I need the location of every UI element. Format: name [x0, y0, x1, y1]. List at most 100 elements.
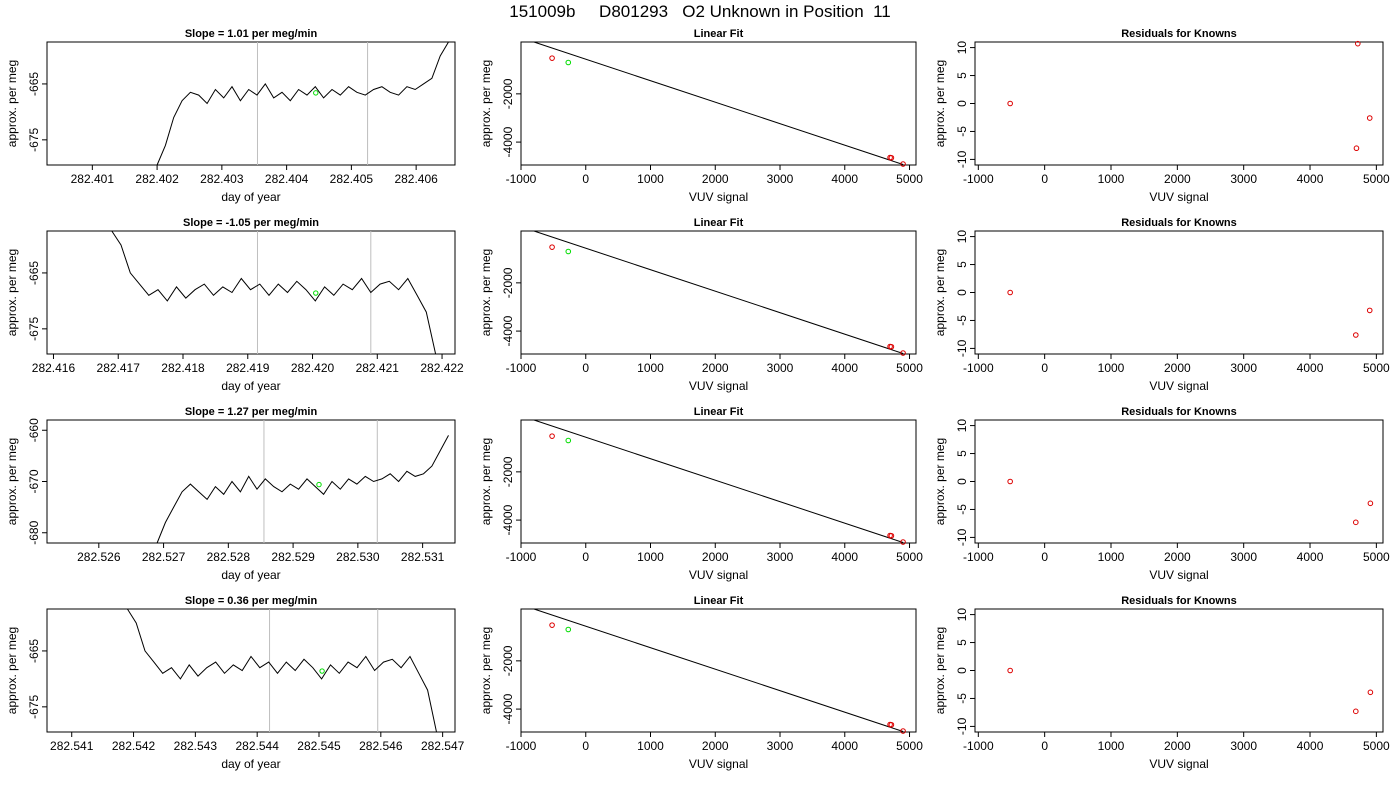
known-point	[888, 721, 895, 728]
x-tick-label: 5000	[1363, 361, 1390, 375]
x-tick-label: 282.416	[32, 361, 76, 375]
y-tick-label: 10	[955, 41, 969, 55]
x-tick-label: 282.404	[265, 172, 309, 186]
x-tick-label: 0	[582, 739, 589, 753]
x-axis-label: VUV signal	[689, 379, 748, 393]
x-tick-label: 3000	[1230, 172, 1257, 186]
x-tick-label: 3000	[1230, 739, 1257, 753]
x-tick-label: 282.547	[421, 739, 465, 753]
panel-title: Residuals for Knowns	[1121, 28, 1237, 40]
panel-title: Residuals for Knowns	[1121, 406, 1237, 418]
x-tick-label: 5000	[896, 550, 923, 564]
x-tick-label: 2000	[1164, 550, 1191, 564]
x-tick-label: 2000	[1164, 739, 1191, 753]
fit-line	[533, 419, 904, 543]
x-tick-label: 2000	[1164, 361, 1191, 375]
panel-10: Slope = 0.36 per meg/min day of year appro…	[5, 595, 465, 771]
plot-frame	[520, 41, 917, 166]
y-tick-label: 10	[955, 419, 969, 433]
x-tick-label: 282.546	[359, 739, 403, 753]
x-tick-label: 4000	[831, 550, 858, 564]
plot-frame	[46, 230, 456, 355]
x-tick-label: 282.527	[142, 550, 186, 564]
x-tick-label: -1000	[506, 361, 537, 375]
unknown-point	[565, 626, 572, 633]
panel-9: Residuals for Knowns VUV signal approx. pe…	[933, 406, 1390, 582]
y-tick-label: -4000	[501, 315, 515, 346]
x-tick-label: 282.529	[271, 550, 315, 564]
x-tick-label: 5000	[1363, 172, 1390, 186]
x-tick-label: 5000	[896, 361, 923, 375]
plot-frame	[520, 608, 917, 733]
plot-frame	[974, 41, 1384, 166]
panel-title: Residuals for Knowns	[1121, 595, 1237, 607]
panel-2: Linear Fit VUV signal approx. per meg -1000…	[479, 28, 923, 204]
residual-point	[1353, 145, 1360, 152]
panel-11: Linear Fit VUV signal approx. per meg -1000…	[479, 595, 923, 771]
y-tick-label: -670	[27, 469, 41, 493]
panel-title: Slope = 0.36 per meg/min	[185, 595, 318, 607]
residual-point	[1353, 519, 1359, 526]
y-tick-label: -10	[955, 150, 969, 168]
x-tick-label: 282.401	[71, 172, 115, 186]
y-axis-label: approx. per meg	[5, 60, 19, 147]
panel-8: Linear Fit VUV signal approx. per meg -1000…	[479, 406, 923, 582]
plot-frame	[46, 608, 456, 733]
panel-12: Residuals for Knowns VUV signal approx. pe…	[933, 595, 1390, 771]
x-axis-label: day of year	[221, 190, 280, 204]
plot-frame	[520, 419, 917, 544]
y-tick-label: -2000	[501, 456, 515, 487]
x-tick-label: 2000	[1164, 172, 1191, 186]
x-tick-label: 0	[582, 550, 589, 564]
x-tick-label: 3000	[767, 739, 794, 753]
residual-point	[1007, 289, 1013, 296]
y-axis-label: approx. per meg	[5, 249, 19, 336]
known-point	[888, 154, 895, 161]
known-point	[888, 532, 895, 539]
y-axis-label: approx. per meg	[479, 60, 493, 147]
x-tick-label: -1000	[963, 361, 994, 375]
plot-frame	[974, 608, 1384, 733]
unknown-point	[319, 668, 325, 674]
unknown-point	[565, 248, 572, 255]
residual-point	[1366, 115, 1373, 121]
x-tick-label: -1000	[963, 172, 994, 186]
unknown-point	[565, 59, 572, 66]
x-tick-label: 282.545	[297, 739, 341, 753]
y-tick-label: -675	[27, 317, 41, 341]
x-tick-label: 5000	[1363, 550, 1390, 564]
x-axis-label: day of year	[221, 568, 280, 582]
panel-title: Slope = 1.01 per meg/min	[185, 28, 318, 40]
x-tick-label: 4000	[1297, 550, 1324, 564]
x-tick-label: 4000	[1297, 739, 1324, 753]
x-tick-label: -1000	[506, 172, 537, 186]
x-tick-label: 282.418	[161, 361, 205, 375]
x-tick-label: 1000	[1098, 172, 1125, 186]
x-tick-label: 282.402	[135, 172, 179, 186]
y-tick-label: -5	[955, 504, 969, 515]
y-tick-label: -2000	[501, 78, 515, 109]
known-point	[549, 622, 555, 628]
x-tick-label: 4000	[831, 361, 858, 375]
x-tick-label: 1000	[1098, 739, 1125, 753]
y-tick-label: 0	[955, 289, 969, 296]
x-tick-label: 282.417	[97, 361, 141, 375]
x-tick-label: 3000	[767, 172, 794, 186]
y-tick-label: -4000	[501, 126, 515, 157]
y-tick-label: -665	[27, 72, 41, 96]
plot-frame	[974, 419, 1384, 544]
x-tick-label: 282.541	[50, 739, 94, 753]
x-tick-label: 5000	[896, 739, 923, 753]
unknown-point	[316, 481, 322, 488]
unknown-point	[313, 290, 319, 296]
panel-title: Linear Fit	[694, 595, 744, 607]
y-tick-label: -4000	[501, 693, 515, 724]
x-tick-label: 282.528	[207, 550, 251, 564]
y-tick-label: -665	[27, 261, 41, 285]
residual-point	[1367, 689, 1374, 696]
x-tick-label: 282.419	[226, 361, 270, 375]
known-point	[900, 728, 906, 734]
x-tick-label: 3000	[1230, 361, 1257, 375]
known-point	[900, 161, 906, 167]
panel-title: Slope = 1.27 per meg/min	[185, 406, 318, 418]
